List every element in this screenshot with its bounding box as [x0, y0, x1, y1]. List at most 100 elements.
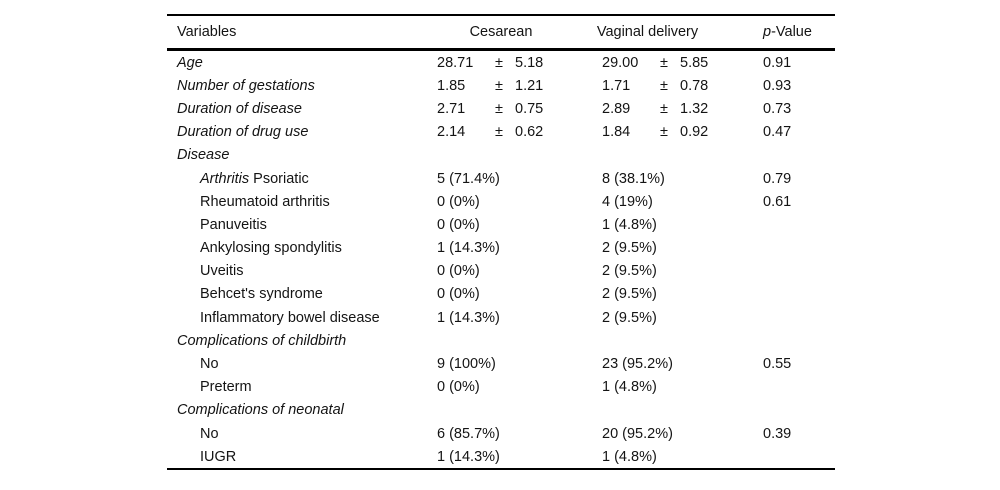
row-label-regular-part: Rheumatoid arthritis [200, 193, 330, 210]
row-label-regular-part: Panuveitis [200, 216, 267, 233]
p-value: 0.61 [763, 193, 792, 210]
cesarean-count: 0 (0%) [437, 193, 480, 210]
row-label: No [167, 426, 437, 442]
row-label: Arthritis Psoriatic [167, 171, 437, 187]
cesarean-sd: 5.18 [515, 54, 544, 71]
row-label: Complications of neonatal [167, 402, 835, 418]
row-label-italic-part: Complications of neonatal [177, 402, 344, 419]
row-label-regular-part: Behcet's syndrome [200, 286, 323, 303]
row-label-regular-part: Preterm [200, 379, 252, 396]
row-label-regular-part: Inflammatory bowel disease [200, 309, 380, 326]
cesarean-sd: 0.62 [515, 124, 544, 141]
table-body: Age 28.71 ±5.18 29.00 ±5.85 0.91 Number of ges… [167, 51, 835, 468]
p-value-italic-p: p [763, 24, 772, 40]
vaginal-mean: 1.84 [602, 124, 631, 141]
vaginal-count: 20 (95.2%) [602, 425, 673, 442]
column-header-cesarean: Cesarean [469, 24, 533, 40]
vaginal-count: 1 (4.8%) [602, 216, 657, 233]
table-row: Duration of drug use 2.14 ±0.62 1.84 ±0.92 0.… [167, 121, 835, 144]
table-row: No 6 (85.7%) 20 (95.2%) 0.39 [167, 422, 835, 445]
row-label-regular-part: Ankylosing spondylitis [200, 240, 342, 257]
vaginal-count: 23 (95.2%) [602, 356, 673, 373]
plus-minus-sign: ± [495, 100, 503, 117]
plus-minus-sign: ± [660, 124, 668, 141]
row-label: Uveitis [167, 263, 437, 279]
row-label-italic-part: Disease [177, 147, 230, 164]
table-row: Duration of disease 2.71 ±0.75 2.89 ±1.32 0.7… [167, 97, 835, 120]
column-header-p-value: p-Value [763, 24, 835, 40]
vaginal-sd: 5.85 [680, 54, 709, 71]
row-label: Rheumatoid arthritis [167, 194, 437, 210]
cesarean-sd: 0.75 [515, 100, 544, 117]
table-header-row: Variables Cesarean Vaginal delivery p-Va… [167, 16, 835, 51]
p-value-suffix: -Value [771, 24, 812, 40]
row-label-italic-part: Arthritis [200, 170, 250, 187]
vaginal-mean: 1.71 [602, 77, 631, 94]
vaginal-count: 2 (9.5%) [602, 286, 657, 303]
row-label: Duration of drug use [167, 124, 437, 140]
vaginal-mean: 29.00 [602, 54, 639, 71]
row-label-italic-part: Number of gestations [177, 77, 315, 94]
row-label: Complications of childbirth [167, 333, 835, 349]
row-label: IUGR [167, 449, 437, 465]
vaginal-count: 1 (4.8%) [602, 448, 657, 465]
table-row: Preterm 0 (0%) 1 (4.8%) [167, 376, 835, 399]
vaginal-count: 1 (4.8%) [602, 379, 657, 396]
table-row: Rheumatoid arthritis 0 (0%) 4 (19%) 0.61 [167, 190, 835, 213]
p-value: 0.93 [763, 77, 792, 94]
p-value: 0.91 [763, 54, 792, 71]
table-row: Number of gestations 1.85 ±1.21 1.71 ±0.78 0.… [167, 74, 835, 97]
cesarean-mean: 1.85 [437, 77, 466, 94]
cesarean-count: 9 (100%) [437, 356, 496, 373]
row-label: Disease [167, 147, 835, 163]
row-label: Duration of disease [167, 101, 437, 117]
cesarean-mean: 2.14 [437, 124, 466, 141]
vaginal-sd: 0.78 [680, 77, 709, 94]
row-label-regular-part: No [200, 356, 219, 373]
cesarean-count: 0 (0%) [437, 263, 480, 280]
p-value: 0.73 [763, 100, 792, 117]
cesarean-count: 1 (14.3%) [437, 240, 500, 257]
table-row: No 9 (100%) 23 (95.2%) 0.55 [167, 352, 835, 375]
table-row: Complications of neonatal [167, 399, 835, 422]
cesarean-mean: 28.71 [437, 54, 474, 71]
row-label-regular-part: Uveitis [200, 263, 244, 280]
cesarean-sd: 1.21 [515, 77, 544, 94]
vaginal-sd: 1.32 [680, 100, 709, 117]
table-row: Ankylosing spondylitis 1 (14.3%) 2 (9.5%) [167, 237, 835, 260]
row-label: Panuveitis [167, 217, 437, 233]
row-label: Preterm [167, 379, 437, 395]
table-row: Behcet's syndrome 0 (0%) 2 (9.5%) [167, 283, 835, 306]
cesarean-count: 0 (0%) [437, 286, 480, 303]
plus-minus-sign: ± [660, 100, 668, 117]
cesarean-mean: 2.71 [437, 100, 466, 117]
row-label: Inflammatory bowel disease [167, 310, 437, 326]
table-row: Complications of childbirth [167, 329, 835, 352]
row-label-italic-part: Duration of disease [177, 100, 302, 117]
row-label-italic-part: Age [177, 54, 203, 71]
row-label-regular-part: No [200, 425, 219, 442]
plus-minus-sign: ± [660, 54, 668, 71]
vaginal-count: 8 (38.1%) [602, 170, 665, 187]
row-label-italic-part: Complications of childbirth [177, 332, 347, 349]
table-row: Arthritis Psoriatic 5 (71.4%) 8 (38.1%) 0.7… [167, 167, 835, 190]
table-row: Uveitis 0 (0%) 2 (9.5%) [167, 260, 835, 283]
vaginal-count: 2 (9.5%) [602, 240, 657, 257]
p-value: 0.79 [763, 170, 792, 187]
row-label: No [167, 356, 437, 372]
row-label-regular-part: Psoriatic [249, 170, 309, 187]
cesarean-count: 1 (14.3%) [437, 309, 500, 326]
plus-minus-sign: ± [495, 124, 503, 141]
row-label-italic-part: Duration of drug use [177, 124, 309, 141]
column-header-vaginal-delivery: Vaginal delivery [596, 24, 699, 40]
row-label: Age [167, 55, 437, 71]
plus-minus-sign: ± [660, 77, 668, 94]
vaginal-count: 2 (9.5%) [602, 309, 657, 326]
comparison-table: Variables Cesarean Vaginal delivery p-Va… [167, 14, 835, 471]
plus-minus-sign: ± [495, 77, 503, 94]
table-row: IUGR 1 (14.3%) 1 (4.8%) [167, 445, 835, 468]
vaginal-mean: 2.89 [602, 100, 631, 117]
cesarean-count: 5 (71.4%) [437, 170, 500, 187]
p-value: 0.39 [763, 425, 792, 442]
